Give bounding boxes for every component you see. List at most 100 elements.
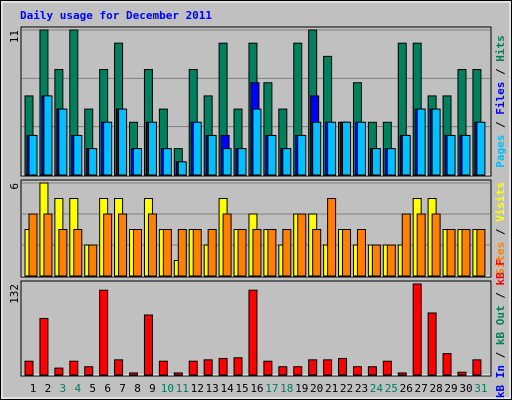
legend-separator: / [494, 222, 507, 242]
legend-separator: / [494, 285, 507, 305]
bar [397, 372, 407, 376]
bar [207, 134, 217, 176]
bar [177, 229, 187, 277]
x-tick-label: 7 [119, 382, 126, 395]
legend-item: Files [494, 82, 507, 115]
bar [207, 229, 217, 277]
x-tick-label: 16 [250, 382, 263, 395]
x-tick-label: 11 [176, 382, 189, 395]
bar [158, 360, 168, 376]
bar [356, 121, 366, 176]
x-tick-label: 5 [89, 382, 96, 395]
bar [54, 367, 64, 376]
bar [192, 121, 202, 176]
legend-item: Visits [494, 182, 507, 222]
bar [28, 213, 38, 277]
bar [69, 360, 79, 376]
bar [133, 229, 143, 277]
bar [28, 134, 38, 176]
x-tick-label: 20 [310, 382, 323, 395]
y-tick-label: 11 [8, 30, 21, 43]
bar [192, 229, 202, 277]
bar [267, 229, 277, 277]
bar [476, 229, 486, 277]
bar [416, 108, 426, 176]
x-tick-label: 31 [474, 382, 487, 395]
bar [73, 134, 83, 176]
x-tick-label: 15 [235, 382, 248, 395]
bar [431, 108, 441, 176]
bar [386, 244, 396, 277]
bar [147, 213, 157, 277]
x-tick-label: 22 [340, 382, 353, 395]
x-tick-label: 24 [370, 382, 384, 395]
bar [84, 366, 94, 376]
bar [367, 366, 377, 376]
bar [293, 366, 303, 376]
bar [282, 229, 292, 277]
bar [203, 359, 213, 376]
bar [472, 359, 482, 376]
bar [352, 366, 362, 376]
bar [218, 357, 228, 376]
legend-item: kB Out [494, 305, 507, 345]
x-tick-label: 6 [104, 382, 111, 395]
x-tick-label: 28 [429, 382, 442, 395]
bar [312, 121, 322, 176]
legend-item: Sites [494, 242, 507, 275]
bar [188, 360, 198, 376]
bar [88, 148, 98, 176]
legend-item: kB F [494, 259, 507, 286]
x-tick-label: 17 [265, 382, 278, 395]
bar [73, 229, 83, 277]
bar [382, 360, 392, 376]
x-tick-label: 23 [355, 382, 368, 395]
bar [237, 229, 247, 277]
x-tick-label: 9 [149, 382, 156, 395]
bar [177, 161, 187, 176]
x-tick-label: 25 [385, 382, 398, 395]
x-tick-label: 29 [444, 382, 457, 395]
y-tick-label: 6 [8, 183, 21, 190]
bar [103, 213, 113, 277]
bar [88, 244, 98, 277]
x-tick-label: 8 [134, 382, 141, 395]
bar [297, 213, 307, 277]
bar [147, 121, 157, 176]
bar [461, 134, 471, 176]
x-tick-label: 14 [220, 382, 234, 395]
bar [118, 108, 128, 176]
bar [371, 244, 381, 277]
x-tick-label: 19 [295, 382, 308, 395]
x-tick-label: 13 [206, 382, 219, 395]
bar [282, 148, 292, 176]
bar [263, 360, 273, 376]
bar [431, 213, 441, 277]
x-tick-label: 1 [30, 382, 37, 395]
legend-item: Pages [494, 135, 507, 168]
y-tick-label: 132 [8, 284, 21, 304]
x-tick-label: 26 [400, 382, 413, 395]
bar [248, 289, 258, 376]
bar [129, 372, 139, 376]
x-tick-label: 4 [74, 382, 81, 395]
bar [162, 229, 172, 277]
bar [278, 366, 288, 376]
x-tick-label: 2 [45, 382, 52, 395]
bar [401, 134, 411, 176]
x-tick-label: 18 [280, 382, 293, 395]
bar [143, 314, 153, 376]
bar [308, 359, 318, 376]
bar [222, 213, 232, 277]
legend-separator: / [494, 345, 507, 365]
bar [446, 134, 456, 176]
bar [237, 148, 247, 176]
bar [442, 353, 452, 376]
bar [43, 213, 53, 277]
bar [327, 121, 337, 176]
legend-item: Hits [494, 35, 507, 62]
bar [338, 357, 348, 376]
bar [58, 108, 68, 176]
bar [427, 312, 437, 376]
